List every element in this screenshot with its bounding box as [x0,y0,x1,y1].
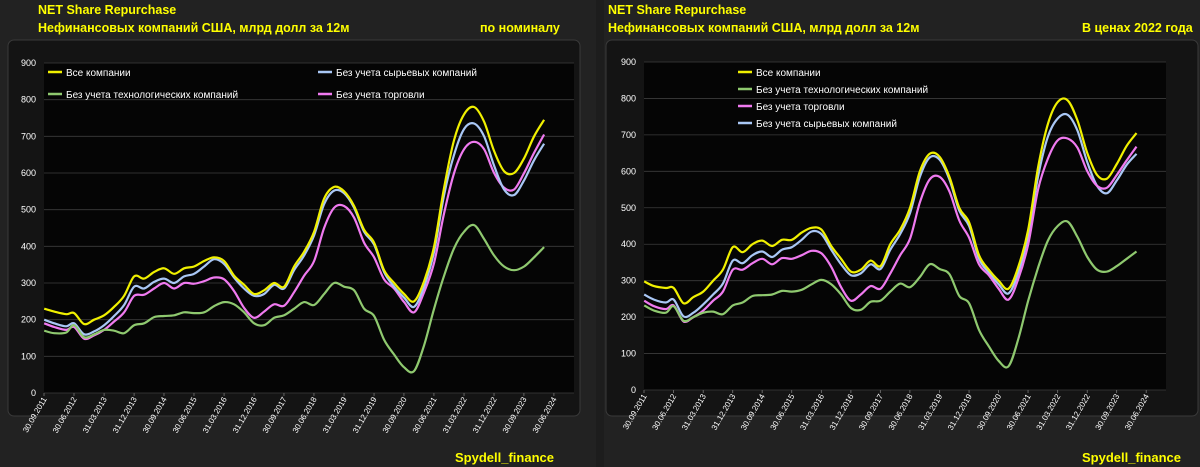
mode-label: по номиналу [480,21,560,35]
brand-watermark: Spydell_finance [1082,450,1181,465]
series-line [643,112,1138,319]
legend-entry: Все компании [756,68,821,79]
y-tick-label: 300 [21,278,36,288]
y-tick-label: 700 [621,130,636,140]
mode-label: В ценах 2022 года [1082,21,1193,35]
legend-entry: Без учета сырьевых компаний [756,119,897,130]
series-line [43,133,546,341]
y-tick-label: 200 [621,312,636,322]
y-tick-label: 200 [21,315,36,325]
y-tick-label: 800 [621,93,636,103]
y-tick-label: 500 [621,203,636,213]
series-line [43,122,546,336]
title-line2: Нефинансовых компаний США, млрд долл за … [608,21,920,35]
right-panel: NET Share Repurchase Нефинансовых компан… [604,0,1200,467]
y-tick-label: 0 [31,388,36,398]
y-tick-label: 100 [621,349,636,359]
y-tick-label: 400 [621,239,636,249]
plot-area [44,63,574,393]
y-tick-label: 600 [21,168,36,178]
legend-entry: Без учета торговли [756,102,845,113]
series-line [643,136,1138,324]
y-tick-label: 900 [21,58,36,68]
left-panel: NET Share Repurchase Нефинансовых компан… [0,0,596,467]
y-tick-label: 700 [21,131,36,141]
series-line [43,223,545,374]
title-line2: Нефинансовых компаний США, млрд долл за … [38,21,350,35]
y-tick-label: 800 [21,95,36,105]
legend-entry: Без учета сырьевых компаний [336,68,477,79]
legend-entry: Без учета торговли [336,90,425,101]
y-tick-label: 400 [21,241,36,251]
series-line [643,97,1138,305]
y-tick-label: 900 [621,57,636,67]
series-line [643,219,1138,369]
legend-entry: Все компании [66,68,131,79]
y-tick-label: 600 [621,166,636,176]
title-line1: NET Share Repurchase [38,3,177,17]
y-tick-label: 100 [21,351,36,361]
y-tick-label: 500 [21,205,36,215]
legend-entry: Без учета технологических компаний [756,85,928,96]
title-line1: NET Share Repurchase [608,3,747,17]
series-line [43,105,546,326]
legend-entry: Без учета технологических компаний [66,90,238,101]
y-tick-label: 0 [631,385,636,395]
brand-watermark: Spydell_finance [455,450,554,465]
y-tick-label: 300 [621,276,636,286]
